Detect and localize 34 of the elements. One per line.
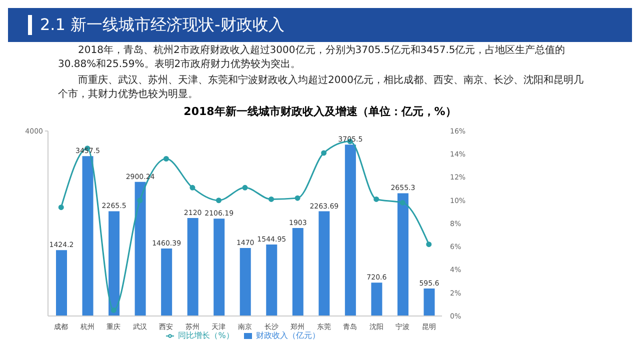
bar <box>266 244 278 316</box>
legend-label: 同比增长（%） <box>178 331 234 340</box>
point <box>242 184 248 190</box>
bar <box>56 250 67 316</box>
bar <box>161 248 172 316</box>
point <box>163 156 169 162</box>
bar <box>397 193 408 316</box>
point <box>58 204 64 210</box>
bar <box>318 211 330 316</box>
point <box>426 242 432 248</box>
point <box>400 200 406 206</box>
text: 2.1 新一线城市经济现状-财政收入 <box>40 14 284 36</box>
point <box>190 184 196 190</box>
bar <box>424 288 435 316</box>
point <box>321 150 327 156</box>
point <box>374 196 380 202</box>
text: 而重庆、武汉、苏州、天津、东莞和宁波财政收入均超过2000亿元，相比成都、西安、南京、长沙、沈阳和昆明几个市，其财力优势也较为明显。 <box>57 74 584 102</box>
point <box>110 307 116 313</box>
chart-title: 2018年新一线城市财政收入及增速（单位：亿元，%） <box>182 104 458 119</box>
bar <box>82 156 94 316</box>
point <box>268 196 274 202</box>
point <box>137 198 143 204</box>
bar <box>344 144 356 316</box>
bar <box>240 248 251 316</box>
point <box>294 195 300 201</box>
bar <box>214 218 225 316</box>
point <box>216 198 222 204</box>
bar <box>187 218 198 316</box>
bar <box>371 282 382 316</box>
legend-label: 财政收入（亿元） <box>256 331 320 340</box>
bar <box>134 182 146 316</box>
text: 2018年，青岛、杭州2市政府财政收入超过3000亿元，分别为3705.5亿元和3457.5亿元，占地区生产总值的30.88%和25.59%。表明2市政府财力优势较为突出。 <box>57 44 566 72</box>
bar <box>292 228 304 316</box>
bar <box>108 211 120 316</box>
